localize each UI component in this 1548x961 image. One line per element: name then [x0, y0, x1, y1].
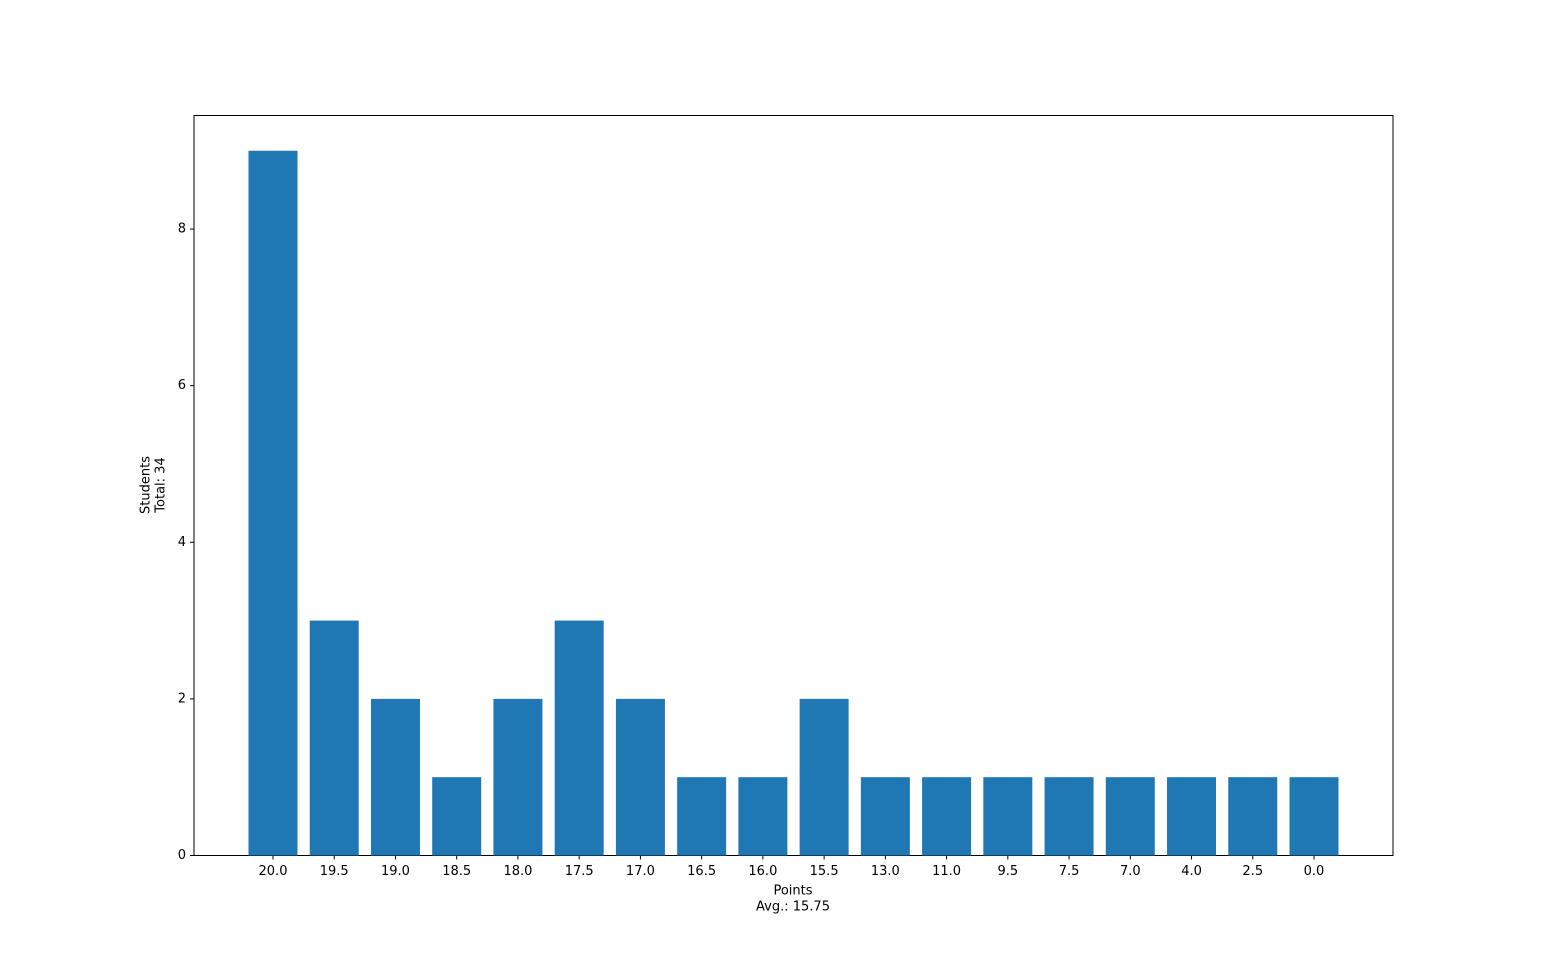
x-tick-label: 0.0: [1304, 864, 1325, 879]
x-tick-label: 16.0: [748, 864, 777, 879]
y-tick-label: 4: [178, 535, 186, 550]
x-tick-label: 19.5: [320, 864, 349, 879]
bar: [248, 150, 298, 856]
x-tick-label: 4.0: [1181, 864, 1202, 879]
x-tick-label: 17.5: [565, 864, 594, 879]
x-tick-label: 18.5: [442, 864, 471, 879]
y-tick-label: 6: [178, 378, 186, 393]
x-tick-label: 9.5: [997, 864, 1018, 879]
x-tick-label: 16.5: [687, 864, 716, 879]
x-tick-label: 15.5: [810, 864, 839, 879]
plot-frame: [193, 115, 1394, 856]
y-axis-label: Students: [139, 456, 154, 514]
bar: [922, 777, 972, 856]
bar: [493, 698, 543, 856]
bar: [799, 698, 849, 856]
y-tick-label: 0: [178, 848, 186, 863]
x-tick-label: 20.0: [259, 864, 288, 879]
x-tick-label: 7.0: [1120, 864, 1141, 879]
x-axis-sublabel: Avg.: 15.75: [756, 900, 830, 915]
x-axis-label: Points: [773, 884, 812, 899]
bar: [738, 777, 788, 856]
x-tick-label: 19.0: [381, 864, 410, 879]
y-axis-sublabel: Total: 34: [154, 457, 169, 513]
bar: [1044, 777, 1094, 856]
bar: [370, 698, 420, 856]
bar: [1289, 777, 1339, 856]
x-tick-label: 7.5: [1059, 864, 1080, 879]
bar: [1167, 777, 1217, 856]
bar: [983, 777, 1033, 856]
bar: [1105, 777, 1155, 856]
x-tick-label: 17.0: [626, 864, 655, 879]
y-tick-label: 8: [178, 222, 186, 237]
bar: [1228, 777, 1278, 856]
y-tick-label: 2: [178, 691, 186, 706]
x-tick-label: 13.0: [871, 864, 900, 879]
bar: [554, 620, 604, 856]
x-tick-label: 2.5: [1242, 864, 1263, 879]
bar: [615, 698, 665, 856]
bar: [860, 777, 910, 856]
x-tick-label: 11.0: [932, 864, 961, 879]
bar: [309, 620, 359, 856]
x-tick-label: 18.0: [503, 864, 532, 879]
bar: [432, 777, 482, 856]
bar: [677, 777, 727, 856]
